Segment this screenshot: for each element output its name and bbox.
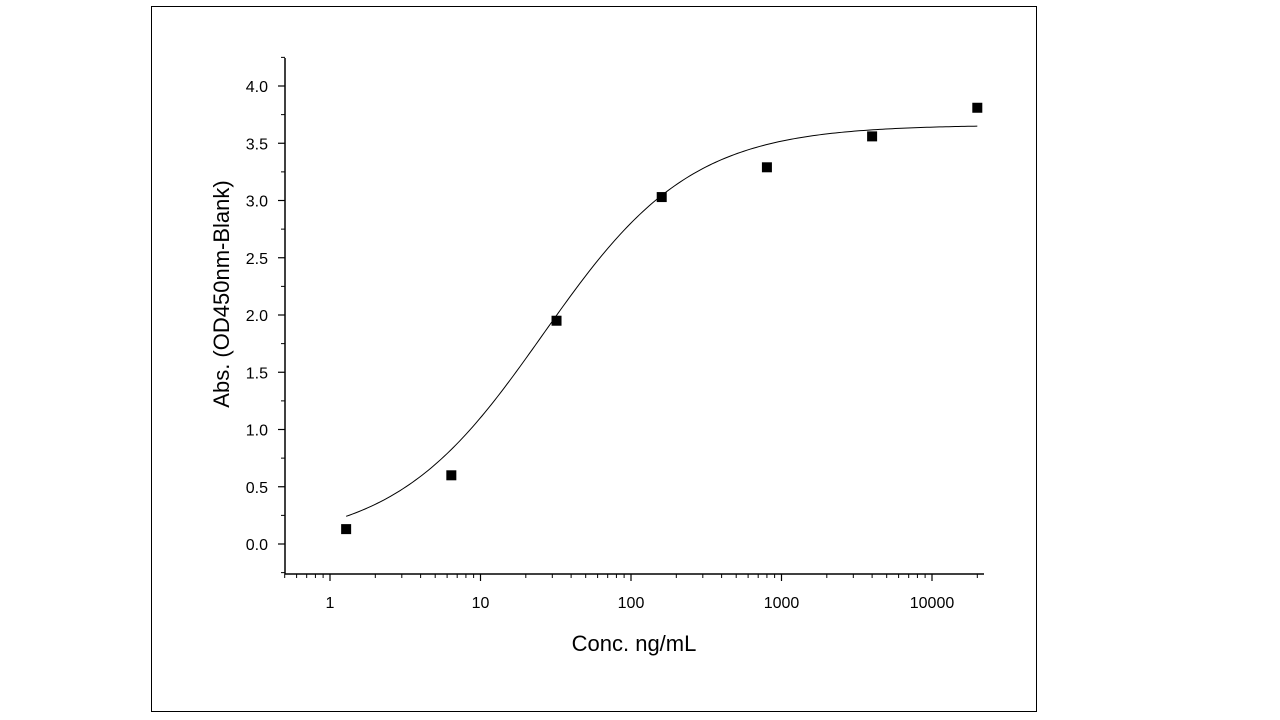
- y-tick-label: 1.5: [246, 365, 268, 382]
- y-axis-title: Abs. (OD450nm-Blank): [209, 180, 234, 407]
- y-tick-label: 4.0: [246, 79, 268, 96]
- y-tick-label: 3.0: [246, 194, 268, 211]
- data-point: [761, 162, 772, 173]
- data-point: [446, 470, 457, 481]
- x-ticks-group: 1 10 100 1000 10000: [284, 574, 978, 612]
- fit-curve: [345, 125, 978, 517]
- y-tick-label: 3.5: [246, 136, 268, 153]
- data-point: [972, 102, 983, 113]
- y-ticks-group: 0.0 0.5 1.0 1.5 2.0 2.5 3.0 3.5 4.0: [246, 56, 285, 574]
- x-axis-title: Conc. ng/mL: [572, 631, 697, 656]
- data-point: [341, 524, 352, 535]
- figure-frame: [151, 6, 1037, 712]
- x-tick-label: 100: [618, 595, 645, 612]
- x-tick-label: 10000: [910, 595, 955, 612]
- data-point: [551, 315, 562, 326]
- data-points-group: [341, 102, 983, 535]
- y-tick-label: 0.5: [246, 480, 268, 497]
- data-point: [656, 192, 667, 203]
- y-tick-label: 0.0: [246, 537, 268, 554]
- x-tick-label: 10: [472, 595, 490, 612]
- y-tick-label: 2.0: [246, 308, 268, 325]
- x-tick-label: 1000: [764, 595, 800, 612]
- y-tick-label: 2.5: [246, 251, 268, 268]
- data-point: [867, 131, 878, 142]
- x-tick-label: 1: [326, 595, 335, 612]
- y-tick-label: 1.0: [246, 423, 268, 440]
